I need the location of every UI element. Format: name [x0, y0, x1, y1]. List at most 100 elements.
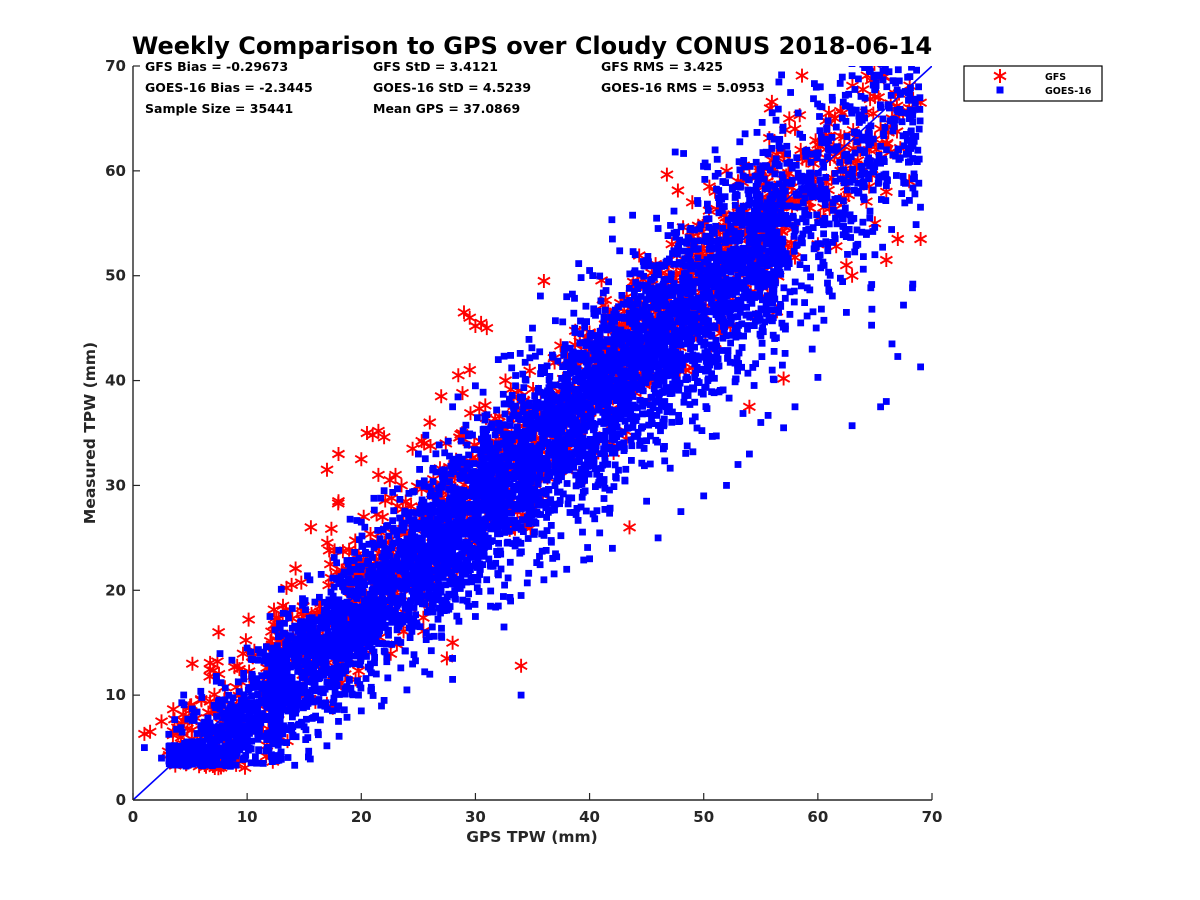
goes16-point [303, 715, 310, 723]
goes16-point [829, 199, 837, 207]
gfs-point [203, 662, 217, 677]
goes16-point [548, 538, 555, 546]
goes16-point [782, 179, 790, 186]
goes16-point [395, 622, 403, 630]
goes16-point [915, 125, 923, 133]
goes16-point [816, 127, 824, 135]
goes16-point [691, 226, 698, 234]
goes16-point [323, 742, 331, 750]
goes16-point [786, 311, 794, 318]
goes16-point [768, 109, 776, 117]
goes16-point [344, 560, 352, 568]
goes16-point [724, 258, 731, 266]
goes16-point [190, 738, 198, 746]
goes16-point [749, 364, 757, 371]
goes16-point [499, 390, 507, 398]
goes16-point [610, 421, 618, 429]
goes16-point [213, 673, 220, 680]
goes16-point [900, 142, 908, 150]
goes16-point [910, 175, 917, 183]
goes16-point [849, 165, 856, 173]
goes16-point [452, 502, 459, 510]
goes16-point [658, 287, 665, 294]
goes16-point [708, 268, 716, 276]
goes16-point [422, 629, 430, 637]
goes16-point [596, 327, 604, 335]
goes16-point [616, 247, 624, 255]
goes16-point [807, 158, 815, 166]
goes16-point [823, 124, 831, 132]
goes16-point [909, 284, 916, 292]
goes16-point [527, 502, 535, 510]
goes16-point [351, 652, 359, 660]
goes16-point [836, 159, 844, 166]
goes16-point [506, 395, 513, 403]
goes16-point [731, 324, 739, 332]
goes16-point [647, 284, 655, 292]
goes16-point [619, 428, 627, 436]
goes16-point [738, 209, 746, 217]
goes16-point [404, 615, 411, 623]
goes16-point [888, 226, 895, 233]
goes16-point [410, 516, 418, 523]
goes16-point [509, 540, 517, 547]
goes16-point [304, 572, 311, 580]
goes16-point [453, 612, 461, 620]
goes16-point [889, 127, 897, 135]
goes16-point [831, 170, 839, 177]
goes16-point [234, 678, 242, 686]
goes16-point [681, 392, 689, 399]
goes16-point [745, 246, 753, 254]
goes16-point [527, 496, 535, 504]
goes16-point [689, 351, 697, 359]
goes16-point [479, 561, 486, 568]
goes16-point [724, 347, 732, 354]
goes16-point [599, 409, 607, 416]
goes16-point [476, 566, 484, 573]
gfs-point [782, 111, 796, 126]
goes16-point [528, 471, 536, 479]
goes16-point [674, 341, 681, 349]
goes16-point [325, 596, 333, 604]
goes16-point [332, 657, 340, 665]
goes16-point [589, 510, 597, 518]
goes16-point [905, 158, 912, 166]
goes16-point [291, 761, 299, 769]
goes16-point [198, 694, 206, 701]
goes16-point [720, 203, 728, 210]
goes16-point [646, 460, 654, 468]
goes16-point [910, 170, 918, 178]
goes16-point [550, 570, 558, 578]
goes16-point [435, 490, 443, 498]
goes16-point [894, 145, 902, 153]
goes16-point [879, 76, 887, 84]
goes16-point [454, 393, 462, 401]
goes16-point [771, 295, 779, 303]
gfs-point [377, 430, 391, 445]
goes16-point [346, 568, 354, 576]
goes16-point [856, 146, 864, 154]
goes16-point [731, 329, 739, 337]
goes16-point [900, 179, 908, 186]
goes16-point [882, 197, 890, 204]
goes16-point [627, 436, 635, 444]
goes16-point [361, 610, 368, 617]
goes16-point [356, 536, 363, 543]
goes16-point [471, 601, 479, 608]
goes16-point [409, 540, 417, 548]
goes16-point [197, 687, 205, 695]
goes16-point [416, 541, 423, 549]
goes16-point [276, 620, 283, 627]
goes16-point [335, 702, 343, 710]
goes16-point [590, 310, 598, 318]
goes16-point [470, 460, 478, 467]
goes16-point [771, 182, 779, 190]
goes16-point [577, 274, 585, 281]
goes16-point [406, 634, 414, 641]
goes16-point [350, 623, 357, 631]
goes16-point [802, 152, 810, 160]
gfs-point [795, 68, 809, 83]
gfs-point [371, 467, 385, 482]
goes16-point [357, 684, 365, 692]
goes16-point [351, 660, 358, 668]
